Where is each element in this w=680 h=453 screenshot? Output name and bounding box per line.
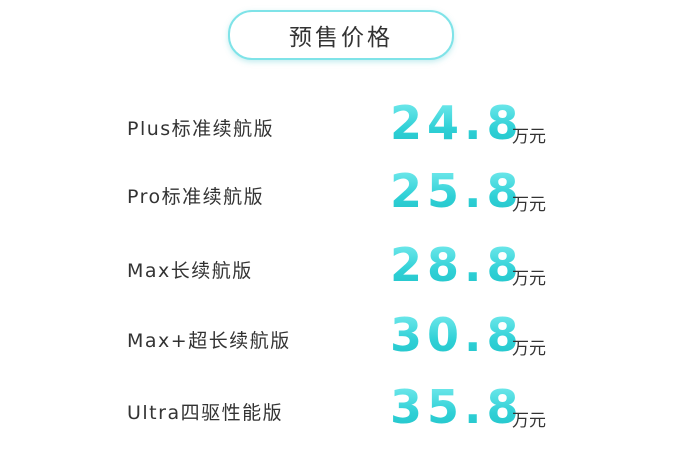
model-name: Plus标准续航版 [127, 118, 275, 140]
price-unit: 万元 [512, 339, 546, 359]
price-unit: 万元 [512, 127, 546, 147]
model-name: Ultra四驱性能版 [127, 402, 284, 424]
price: 35.8 [390, 380, 524, 434]
price: 25.8 [390, 164, 524, 218]
model-name: Max+超长续航版 [127, 330, 291, 352]
model-name: Max长续航版 [127, 260, 253, 282]
title-pill: 预售价格 [228, 10, 454, 60]
title: 预售价格 [289, 25, 393, 51]
price-unit: 万元 [512, 195, 546, 215]
price: 28.8 [390, 238, 524, 292]
price-row: Plus标准续航版 24.8 万元 [0, 96, 680, 156]
price: 30.8 [390, 308, 524, 362]
price-row: Ultra四驱性能版 35.8 万元 [0, 380, 680, 440]
price-row: Max+超长续航版 30.8 万元 [0, 308, 680, 368]
model-name: Pro标准续航版 [127, 186, 265, 208]
price-unit: 万元 [512, 269, 546, 289]
price-row: Pro标准续航版 25.8 万元 [0, 164, 680, 224]
price-unit: 万元 [512, 411, 546, 431]
price: 24.8 [390, 96, 524, 150]
price-row: Max长续航版 28.8 万元 [0, 238, 680, 298]
